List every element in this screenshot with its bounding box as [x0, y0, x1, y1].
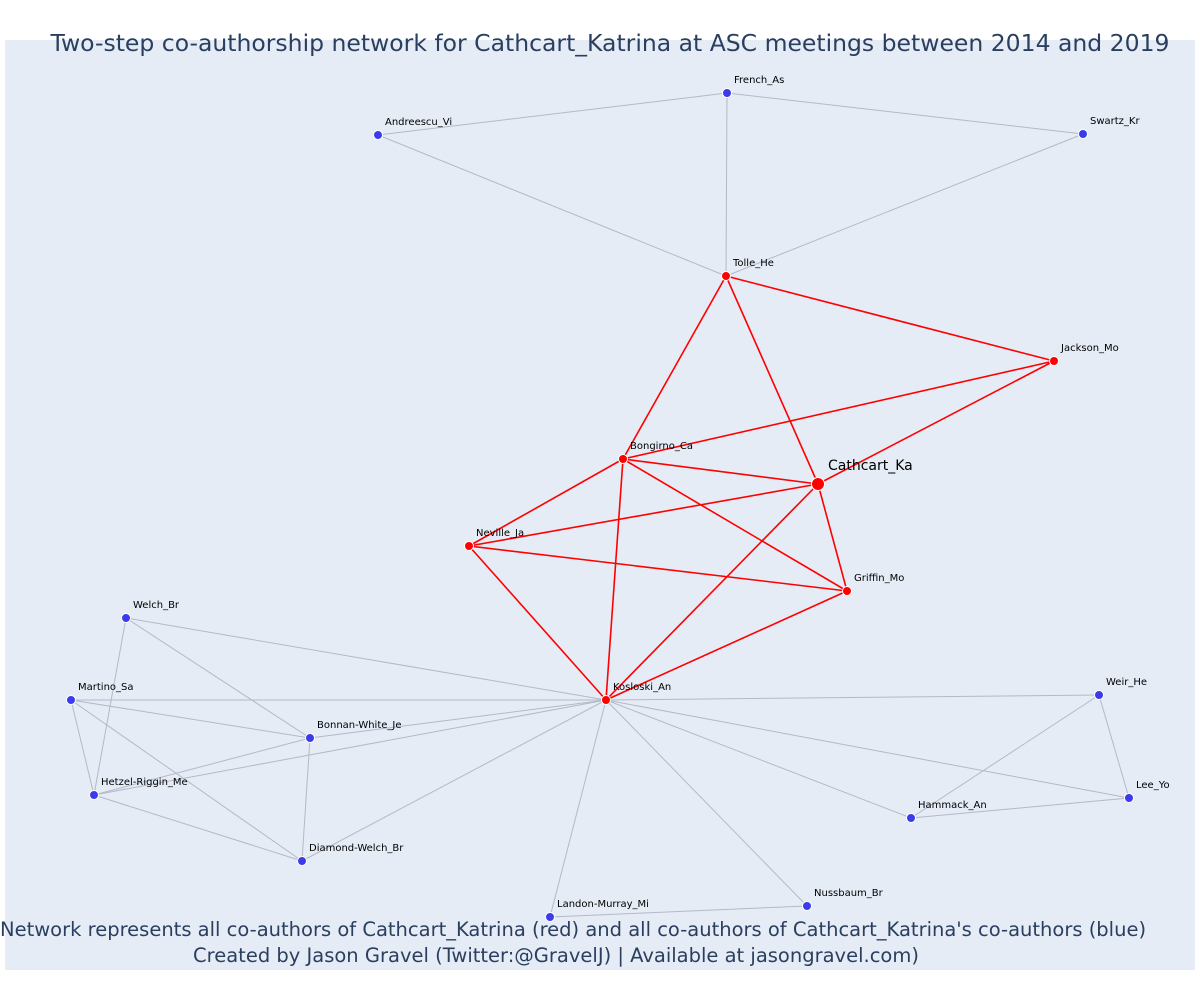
node-bongirno-ca[interactable]: [618, 454, 628, 464]
node-french-as[interactable]: [722, 88, 732, 98]
edge-neville-ja-griffin-mo: [468, 545, 848, 592]
edge-neville-ja-cathcart-ka: [468, 483, 819, 547]
node-swartz-kr[interactable]: [1078, 129, 1088, 139]
chart-title: Two-step co-authorship network for Cathc…: [50, 29, 1170, 57]
edge-tolle-he-jackson-mo: [725, 275, 1055, 362]
edge-diamond-welch-br-kosloski-an: [301, 699, 607, 862]
edge-hetzel-riggin-me-diamond-welch-br: [93, 794, 303, 862]
edge-martino-sa-bonnan-white-je: [70, 699, 311, 739]
node-label-andreescu-vi: Andreescu_Vi: [385, 117, 452, 128]
node-label-kosloski-an: Kosloski_An: [613, 682, 671, 693]
edge-jackson-mo-cathcart-ka: [817, 360, 1055, 485]
node-tolle-he[interactable]: [721, 271, 731, 281]
edge-neville-ja-kosloski-an: [468, 545, 607, 701]
node-weir-he[interactable]: [1094, 690, 1104, 700]
node-label-weir-he: Weir_He: [1106, 677, 1147, 688]
nodes-layer: [66, 88, 1134, 922]
edge-landon-murray-mi-nussbaum-br: [549, 905, 808, 918]
edge-french-as-swartz-kr: [726, 92, 1084, 135]
node-label-landon-murray-mi: Landon-Murray_Mi: [557, 899, 649, 910]
node-label-jackson-mo: Jackson_Mo: [1060, 343, 1119, 354]
edge-tolle-he-cathcart-ka: [725, 275, 819, 485]
node-label-welch-br: Welch_Br: [133, 600, 180, 611]
node-label-bongirno-ca: Bongirno_Ca: [630, 441, 693, 452]
edge-landon-murray-mi-kosloski-an: [549, 699, 607, 918]
node-hammack-an[interactable]: [906, 813, 916, 823]
edge-martino-sa-diamond-welch-br: [70, 699, 303, 862]
caption-line-1: Network represents all co-authors of Cat…: [0, 918, 1147, 941]
edge-weir-he-kosloski-an: [605, 694, 1100, 701]
node-label-nussbaum-br: Nussbaum_Br: [814, 888, 884, 899]
node-hetzel-riggin-me[interactable]: [89, 790, 99, 800]
node-cathcart-ka[interactable]: [811, 477, 825, 491]
node-landon-murray-mi[interactable]: [545, 912, 555, 922]
node-label-hetzel-riggin-me: Hetzel-Riggin_Me: [101, 777, 188, 788]
node-label-swartz-kr: Swartz_Kr: [1090, 116, 1140, 127]
edge-swartz-kr-tolle-he: [725, 133, 1084, 277]
node-label-neville-ja: Neville_Ja: [476, 528, 524, 539]
node-label-martino-sa: Martino_Sa: [78, 682, 134, 693]
edge-tolle-he-bongirno-ca: [622, 275, 727, 460]
node-label-lee-yo: Lee_Yo: [1136, 780, 1170, 791]
edge-bonnan-white-je-hetzel-riggin-me: [93, 737, 311, 796]
edge-martino-sa-hetzel-riggin-me: [70, 699, 95, 796]
node-neville-ja[interactable]: [464, 541, 474, 551]
edge-cathcart-ka-kosloski-an: [605, 483, 819, 701]
edge-french-as-tolle-he: [725, 92, 728, 277]
edge-jackson-mo-bongirno-ca: [622, 360, 1055, 460]
edge-bongirno-ca-griffin-mo: [622, 458, 848, 592]
node-griffin-mo[interactable]: [842, 586, 852, 596]
edge-lee-yo-kosloski-an: [605, 699, 1130, 799]
edge-bongirno-ca-kosloski-an: [605, 458, 624, 701]
node-nussbaum-br[interactable]: [802, 901, 812, 911]
edge-bonnan-white-je-diamond-welch-br: [301, 737, 311, 862]
node-welch-br[interactable]: [121, 613, 131, 623]
node-label-tolle-he: Tolle_He: [732, 258, 774, 269]
node-jackson-mo[interactable]: [1049, 356, 1059, 366]
node-martino-sa[interactable]: [66, 695, 76, 705]
edge-nussbaum-br-kosloski-an: [605, 699, 808, 907]
edge-lee-yo-hammack-an: [910, 797, 1130, 819]
caption-line-2: Created by Jason Gravel (Twitter:@Gravel…: [193, 944, 919, 967]
node-diamond-welch-br[interactable]: [297, 856, 307, 866]
edge-bonnan-white-je-kosloski-an: [309, 699, 607, 739]
edge-andreescu-vi-tolle-he: [377, 134, 727, 277]
edge-bongirno-ca-cathcart-ka: [622, 458, 819, 485]
node-label-hammack-an: Hammack_An: [918, 800, 987, 811]
node-lee-yo[interactable]: [1124, 793, 1134, 803]
edge-weir-he-hammack-an: [910, 694, 1100, 819]
node-andreescu-vi[interactable]: [373, 130, 383, 140]
edge-weir-he-lee-yo: [1098, 694, 1130, 799]
node-bonnan-white-je[interactable]: [305, 733, 315, 743]
labels-layer: Cathcart_Ka Tolle_He Jackson_Mo Bongirno_Ca…: [78, 75, 1170, 910]
caption: Network represents all co-authors of Cat…: [0, 917, 1147, 969]
edge-welch-br-bonnan-white-je: [125, 617, 311, 739]
node-label-cathcart-ka: Cathcart_Ka: [828, 458, 913, 474]
edges-layer: [70, 92, 1130, 918]
edge-french-as-andreescu-vi: [377, 92, 728, 136]
edge-griffin-mo-kosloski-an: [605, 590, 848, 701]
edge-hetzel-riggin-me-kosloski-an: [93, 699, 607, 796]
node-label-french-as: French_As: [734, 75, 784, 86]
edge-cathcart-ka-griffin-mo: [817, 483, 848, 592]
plot-area: [5, 40, 1195, 970]
node-kosloski-an[interactable]: [601, 695, 611, 705]
edge-hammack-an-kosloski-an: [605, 699, 912, 819]
node-label-griffin-mo: Griffin_Mo: [854, 573, 904, 584]
edge-bongirno-ca-neville-ja: [468, 458, 624, 547]
edge-welch-br-kosloski-an: [125, 617, 607, 701]
node-label-diamond-welch-br: Diamond-Welch_Br: [309, 843, 404, 854]
node-label-bonnan-white-je: Bonnan-White_Je: [317, 720, 402, 731]
